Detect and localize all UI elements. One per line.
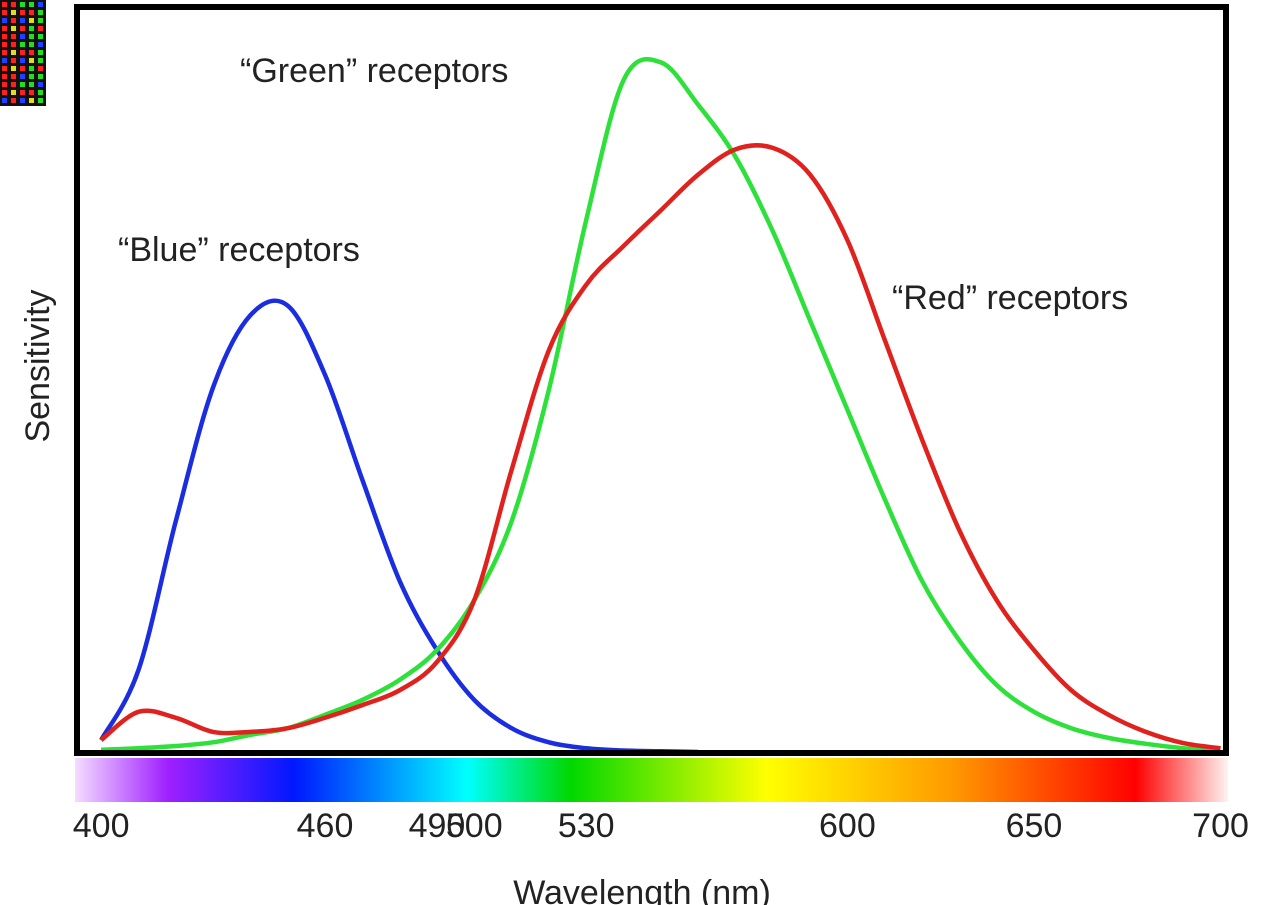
mosaic-cell — [11, 10, 16, 15]
plot-frame — [74, 4, 1229, 756]
mosaic-cell — [11, 2, 16, 7]
mosaic-cell — [20, 66, 25, 71]
mosaic-cell — [20, 98, 25, 103]
mosaic-cell — [11, 58, 16, 63]
mosaic-cell — [20, 26, 25, 31]
mosaic-cell — [20, 82, 25, 87]
mosaic-cell — [2, 42, 7, 47]
mosaic-icon — [0, 0, 46, 106]
mosaic-cell — [29, 42, 34, 47]
mosaic-cell — [11, 90, 16, 95]
mosaic-cell — [11, 50, 16, 55]
mosaic-cell — [11, 74, 16, 79]
mosaic-cell — [38, 66, 43, 71]
mosaic-cell — [38, 10, 43, 15]
mosaic-cell — [2, 50, 7, 55]
mosaic-cell — [11, 66, 16, 71]
mosaic-cell — [2, 18, 7, 23]
mosaic-cell — [20, 90, 25, 95]
x-tick-label: 530 — [558, 807, 615, 845]
mosaic-cell — [2, 74, 7, 79]
x-tick-label: 650 — [1006, 807, 1063, 845]
mosaic-cell — [29, 10, 34, 15]
mosaic-cell — [29, 50, 34, 55]
mosaic-cell — [29, 26, 34, 31]
mosaic-cell — [38, 98, 43, 103]
mosaic-cell — [2, 82, 7, 87]
mosaic-cell — [38, 58, 43, 63]
mosaic-cell — [38, 34, 43, 39]
series-line — [99, 298, 699, 755]
mosaic-cell — [38, 42, 43, 47]
mosaic-cell — [38, 18, 43, 23]
x-tick-label: 700 — [1192, 807, 1249, 845]
mosaic-cell — [38, 90, 43, 95]
series-line — [101, 56, 1221, 754]
mosaic-cell — [38, 2, 43, 7]
mosaic-cell — [29, 66, 34, 71]
mosaic-cell — [29, 90, 34, 95]
series-line — [99, 143, 1221, 751]
mosaic-cell — [38, 74, 43, 79]
x-axis-label: Wavelength (nm) — [513, 874, 771, 905]
mosaic-cell — [11, 18, 16, 23]
mosaic-cell — [2, 66, 7, 71]
mosaic-cell — [20, 50, 25, 55]
series-label: “Green” receptors — [240, 52, 508, 90]
mosaic-cell — [29, 34, 34, 39]
mosaic-cell — [20, 18, 25, 23]
mosaic-cell — [2, 98, 7, 103]
mosaic-cell — [2, 34, 7, 39]
mosaic-cell — [2, 2, 7, 7]
y-axis-label: Sensitivity — [19, 289, 57, 442]
mosaic-cell — [2, 26, 7, 31]
mosaic-cell — [11, 34, 16, 39]
mosaic-cell — [2, 58, 7, 63]
x-tick-label: 460 — [297, 807, 354, 845]
mosaic-cell — [20, 10, 25, 15]
mosaic-cell — [11, 82, 16, 87]
mosaic-cell — [29, 82, 34, 87]
mosaic-cell — [29, 98, 34, 103]
series-label: “Blue” receptors — [118, 231, 360, 269]
mosaic-cell — [29, 2, 34, 7]
mosaic-cell — [11, 26, 16, 31]
mosaic-cell — [20, 58, 25, 63]
mosaic-cell — [20, 74, 25, 79]
mosaic-cell — [20, 2, 25, 7]
mosaic-cell — [11, 42, 16, 47]
x-tick-label: 600 — [819, 807, 876, 845]
mosaic-cell — [20, 34, 25, 39]
mosaic-cell — [11, 98, 16, 103]
x-tick-label: 490 — [409, 807, 466, 845]
mosaic-cell — [38, 50, 43, 55]
mosaic-cell — [2, 10, 7, 15]
mosaic-cell — [38, 82, 43, 87]
mosaic-cell — [29, 18, 34, 23]
mosaic-cell — [2, 90, 7, 95]
x-tick-label: 400 — [73, 807, 130, 845]
spectrum-bar — [75, 758, 1228, 802]
mosaic-cell — [38, 26, 43, 31]
x-tick-label: 500 — [446, 807, 503, 845]
mosaic-cell — [29, 58, 34, 63]
series-label: “Red” receptors — [892, 279, 1128, 317]
mosaic-cell — [20, 42, 25, 47]
mosaic-cell — [29, 74, 34, 79]
